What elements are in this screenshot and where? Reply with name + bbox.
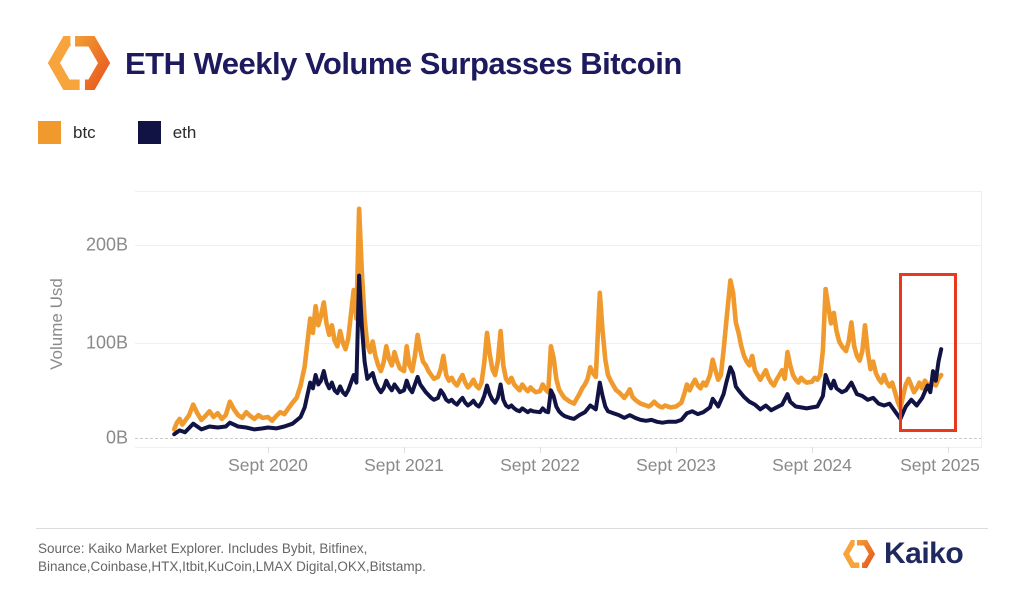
x-tick-mark xyxy=(268,447,269,453)
btc-legend-swatch xyxy=(38,121,61,144)
page-title: ETH Weekly Volume Surpasses Bitcoin xyxy=(125,46,682,81)
x-tick-sept-2020: Sept 2020 xyxy=(228,455,308,475)
y-tick-200b: 200B xyxy=(85,234,128,255)
btc-volume-line xyxy=(171,206,944,432)
x-axis-line xyxy=(135,447,982,448)
x-tick-sept-2024: Sept 2024 xyxy=(772,455,852,475)
x-tick-mark xyxy=(404,447,405,453)
footer-brand-name: Kaiko xyxy=(884,537,964,570)
source-line-1: Source: Kaiko Market Explorer. Includes … xyxy=(38,541,368,556)
plot-top-border xyxy=(135,191,982,192)
y-axis-title: Volume Usd xyxy=(47,278,66,370)
x-tick-sept-2021: Sept 2021 xyxy=(364,455,444,475)
gridline-200b xyxy=(135,245,982,246)
eth-legend-label: eth xyxy=(172,122,197,142)
kaiko-logo-icon-small xyxy=(842,540,876,568)
eth-volume-line xyxy=(172,273,944,437)
eth-legend-swatch xyxy=(137,121,161,144)
footer-divider xyxy=(36,528,988,529)
y-tick-100b: 100B xyxy=(85,332,128,353)
x-tick-mark xyxy=(948,447,949,453)
plot-right-border xyxy=(981,191,982,447)
recent-period-highlight-box xyxy=(899,273,957,432)
x-tick-mark xyxy=(676,447,677,453)
source-attribution: Source: Kaiko Market Explorer. Includes … xyxy=(38,540,426,576)
legend-item-btc: btc xyxy=(38,121,96,144)
x-tick-sept-2023: Sept 2023 xyxy=(636,455,716,475)
x-tick-mark xyxy=(812,447,813,453)
chart-legend: btc eth xyxy=(38,121,196,144)
gridline-100b xyxy=(135,343,982,344)
gridline-0b xyxy=(135,438,982,439)
x-tick-sept-2022: Sept 2022 xyxy=(500,455,580,475)
kaiko-logo-icon xyxy=(47,35,111,91)
legend-item-eth: eth xyxy=(137,121,197,144)
x-tick-sept-2025: Sept 2025 xyxy=(900,455,980,475)
footer-brand: Kaiko xyxy=(842,537,964,571)
btc-legend-label: btc xyxy=(73,122,96,142)
source-line-2: Binance,Coinbase,HTX,Itbit,KuCoin,LMAX D… xyxy=(38,559,426,574)
x-tick-mark xyxy=(540,447,541,453)
y-tick-0b: 0B xyxy=(105,427,128,448)
